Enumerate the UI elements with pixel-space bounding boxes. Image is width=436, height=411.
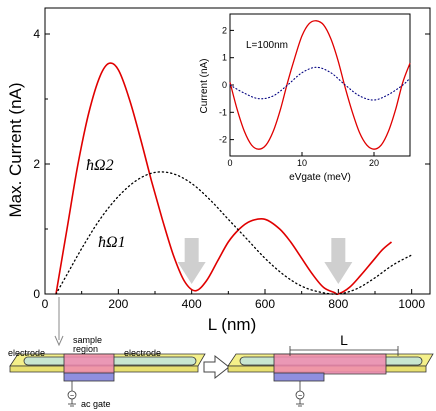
main-y-tick-label: 0 — [33, 287, 40, 301]
transition-arrow — [203, 354, 230, 380]
sample-region-right — [273, 353, 387, 375]
main-series-line-2 — [55, 171, 413, 295]
label-electrode-right: electrode — [124, 348, 161, 358]
inset-x-axis-label: eVgate (meV) — [289, 172, 351, 183]
svg-text:~: ~ — [298, 393, 302, 400]
inset-series-group — [229, 20, 411, 150]
inset-background — [228, 13, 410, 163]
gate-right — [273, 372, 325, 382]
device-diagram-left: ~ electrode sample region electrode ac g… — [8, 335, 206, 409]
main-x-axis-label: L (nm) — [208, 315, 257, 334]
inset-y-axis-label: Current (nA) — [199, 58, 210, 113]
down-arrow-2 — [324, 238, 353, 284]
label-ac-gate: ac gate — [81, 399, 111, 409]
device-diagram-right: ~ L — [227, 332, 434, 407]
inset-annotation: L=100nm — [246, 40, 288, 51]
main-x-tick-label: 1000 — [398, 297, 425, 311]
inset-y-tick-label: -2 — [219, 135, 227, 145]
highlight-arrows — [177, 238, 353, 284]
inset-x-tick-label: 10 — [297, 158, 307, 168]
label-sample-region-2: region — [73, 344, 98, 354]
inset-x-tick-label: 20 — [369, 158, 379, 168]
main-x-tick-label: 400 — [182, 297, 202, 311]
main-x-tick-label: 0 — [42, 297, 49, 311]
main-plot-frame — [44, 7, 431, 295]
main-y-tick-label: 4 — [33, 27, 40, 41]
inset-series-line-1 — [229, 20, 411, 150]
inset-x-tick-label: 0 — [227, 158, 232, 168]
sample-region-left — [63, 353, 115, 375]
main-y-tick-label: 2 — [33, 157, 40, 171]
label-electrode-left: electrode — [8, 348, 45, 358]
label-sample-region-1: sample — [73, 335, 102, 345]
main-x-tick-label: 200 — [108, 297, 128, 311]
label-length-L: L — [340, 332, 348, 348]
inset-y-tick-label: 0 — [222, 80, 227, 90]
pointer-to-diagram — [54, 297, 64, 347]
down-arrow-1 — [177, 238, 206, 284]
series-label-omega1: ħΩ1 — [98, 234, 126, 251]
gate-left — [63, 372, 115, 382]
inset-y-tick-label: 2 — [222, 25, 227, 35]
main-x-tick-label: 800 — [328, 297, 348, 311]
main-series-group — [55, 62, 413, 296]
svg-text:~: ~ — [70, 393, 74, 400]
series-label-omega2: ħΩ2 — [86, 157, 114, 174]
inset-y-tick-label: 1 — [222, 53, 227, 63]
main-y-axis-label: Max. Current (nA) — [6, 82, 25, 217]
inset-y-tick-label: -1 — [219, 107, 227, 117]
main-x-tick-label: 600 — [255, 297, 275, 311]
